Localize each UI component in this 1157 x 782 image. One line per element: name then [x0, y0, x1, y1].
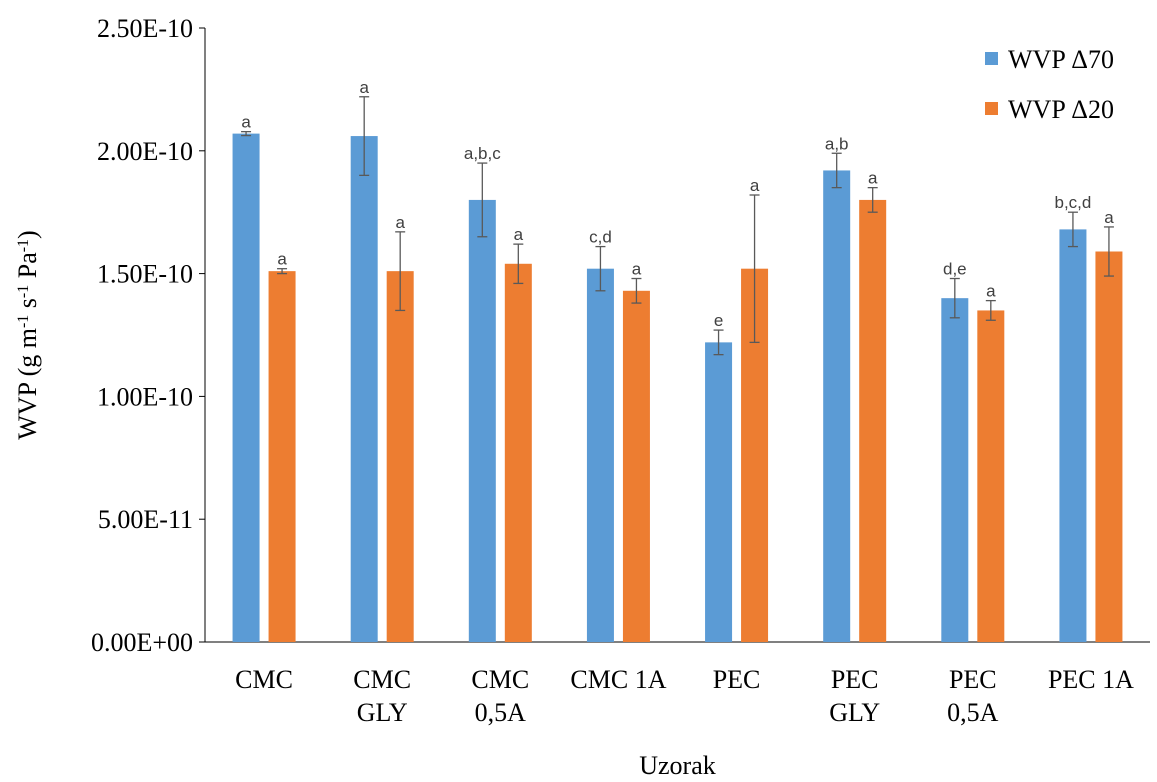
significance-label: b,c,d	[1055, 193, 1092, 212]
bar	[622, 290, 650, 642]
x-tick-label: PEC GLY	[829, 665, 880, 727]
bars-layer	[232, 96, 1123, 643]
y-axis-title: WVP (g m-1 s-1 Pa-1)	[13, 230, 42, 439]
x-tick-label: PEC 1A	[1048, 665, 1134, 694]
legend-label: WVP Δ20	[1008, 95, 1114, 124]
bar	[586, 268, 614, 642]
legend-label: WVP Δ70	[1008, 45, 1114, 74]
bar	[268, 271, 296, 642]
bar	[232, 133, 260, 642]
bar	[386, 271, 414, 642]
significance-label: a	[632, 260, 642, 279]
significance-label: a,b,c	[464, 144, 501, 163]
bar	[823, 170, 851, 642]
y-tick-label: 2.50E-10	[97, 14, 193, 43]
significance-label: e	[714, 311, 723, 330]
x-tick-label: CMC 0,5A	[471, 665, 529, 727]
x-tick-label: CMC GLY	[353, 665, 411, 727]
significance-label: a	[241, 113, 251, 132]
y-tick-label: 1.50E-10	[97, 260, 193, 289]
bar	[859, 199, 887, 643]
bar	[977, 310, 1005, 642]
significance-label: a	[750, 176, 760, 195]
x-tick-label: PEC	[713, 665, 761, 694]
bar	[350, 136, 378, 642]
legend-swatch	[985, 102, 998, 115]
bar	[705, 342, 733, 642]
bar	[941, 298, 969, 642]
x-tick-label: PEC 0,5A	[947, 665, 999, 727]
x-tick-label: CMC 1A	[570, 665, 666, 694]
significance-label: a,b	[825, 134, 849, 153]
significance-label: a	[514, 225, 524, 244]
legend-swatch	[985, 52, 998, 65]
x-axis-title: Uzorak	[639, 751, 716, 780]
significance-label: a	[868, 169, 878, 188]
significance-label: a	[359, 78, 369, 97]
y-tick-label: 0.00E+00	[91, 628, 193, 657]
axes-layer: 0.00E+00 5.00E-11 1.00E-10 1.50E-10 2.00E-10…	[13, 14, 1150, 780]
significance-label: a	[1104, 208, 1114, 227]
labels-layer: a a CMC a a CMC GLY a,b,c a CMC 0,5A c,d a CMC 1A e a PE…	[235, 78, 1134, 727]
bar	[468, 199, 496, 643]
significance-label: a	[277, 250, 287, 269]
bar	[1059, 229, 1087, 642]
legend: WVP Δ70 WVP Δ20	[985, 45, 1114, 124]
significance-label: c,d	[589, 228, 612, 247]
x-tick-label: CMC	[235, 665, 293, 694]
y-tick-label: 2.00E-10	[97, 137, 193, 166]
y-tick-label: 5.00E-11	[98, 505, 193, 534]
bar	[504, 263, 532, 642]
significance-label: a	[986, 282, 996, 301]
bar	[1095, 251, 1123, 642]
significance-label: d,e	[943, 260, 967, 279]
significance-label: a	[395, 213, 405, 232]
y-tick-label: 1.00E-10	[97, 382, 193, 411]
